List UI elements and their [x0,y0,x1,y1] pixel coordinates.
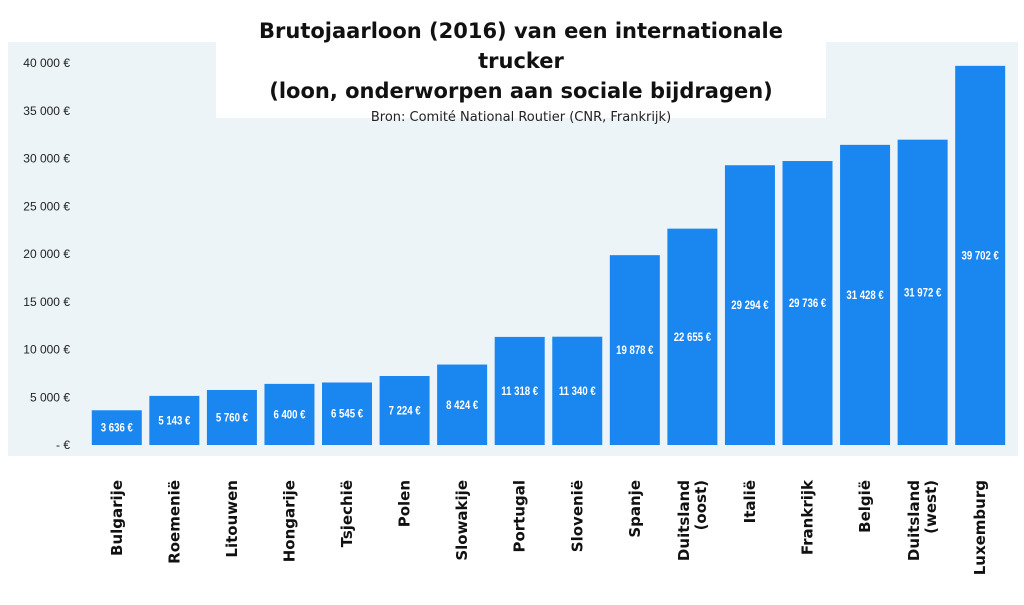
bar-value-label: 31 972 € [904,286,941,299]
bar [379,376,430,445]
y-tick-label: 25 000 € [23,199,70,213]
x-tick-label: Italië [741,480,759,523]
x-tick-label-line: Spanje [626,480,644,538]
bar [897,139,948,445]
x-tick-label: Slowakije [453,480,471,561]
bar-value-label: 29 294 € [731,299,768,312]
x-tick-label: Luxemburg [971,480,989,575]
y-tick-label: 10 000 € [23,343,70,357]
bar [955,65,1006,446]
x-tick-label-line: Italië [741,480,759,523]
bar-value-label: 11 340 € [559,385,596,398]
x-tick-label-line: Hongarije [280,480,298,562]
bar [609,255,660,445]
chart-title-line-2: (loon, onderworpen aan sociale bijdragen… [269,79,773,103]
bar [494,336,545,445]
x-tick-label: Tsjechië [338,480,356,547]
y-tick-label: 30 000 € [23,152,70,166]
x-tick-label-line: Bulgarije [108,480,126,556]
chart-title-line-1: Brutojaarloon (2016) van een internation… [259,19,783,73]
bar [667,228,718,445]
bar [264,383,315,445]
x-tick-label: Hongarije [280,480,298,562]
bar [91,410,142,445]
bar-value-label: 8 424 € [446,399,478,412]
bar [206,389,257,445]
x-tick-label-line: Litouwen [223,480,241,558]
x-tick-label: Spanje [626,480,644,538]
x-tick-label: Portugal [511,480,529,553]
x-tick-label: Polen [396,480,414,527]
y-tick-label: 15 000 € [23,295,70,309]
x-tick-label-line: Portugal [511,480,529,553]
bar-value-label: 3 636 € [101,422,133,435]
bar-value-label: 5 760 € [216,412,248,425]
x-tick-label-line: Slowakije [453,480,471,561]
x-tick-label-line: Tsjechië [338,480,356,547]
bar [782,161,833,446]
bar-value-label: 5 143 € [158,415,190,428]
bar [840,144,891,445]
x-tick-label-line: Duitsland [675,480,693,561]
bar-value-label: 19 878 € [616,344,653,357]
y-tick-label: 40 000 € [23,56,70,70]
chart-source: Bron: Comité National Routier (CNR, Fran… [370,110,672,125]
bar-value-label: 6 400 € [273,409,305,422]
x-tick-label: Duitsland(west) [905,480,940,561]
x-tick-label: Duitsland(oost) [675,480,710,561]
y-tick-label: 5 000 € [30,390,70,404]
y-tick-label: 20 000 € [23,247,70,261]
x-tick-label: Bulgarije [108,480,126,556]
x-tick-label-line: (west) [922,480,940,534]
bar [724,165,775,445]
bar [552,336,603,445]
x-tick-label-line: Polen [396,480,414,527]
x-tick-label: België [856,480,874,533]
x-tick-label-line: Slovenië [568,480,586,552]
bar-value-label: 7 224 € [389,405,421,418]
x-tick-label: Frankrijk [799,479,817,555]
x-tick-label-line: Luxemburg [971,480,989,575]
bar [322,382,373,445]
bar-value-label: 6 545 € [331,408,363,421]
x-tick-label: Litouwen [223,480,241,558]
x-tick-label-line: Duitsland [905,480,923,561]
x-tick-label: Roemenië [165,480,183,564]
bar-value-label: 22 655 € [674,331,711,344]
bar [437,364,488,445]
x-tick-label-line: (oost) [692,480,710,530]
x-tick-label-line: België [856,480,874,533]
bar-value-label: 11 318 € [501,385,538,398]
y-tick-label: - € [56,438,70,452]
bar-value-label: 31 428 € [846,289,883,302]
y-tick-label: 35 000 € [23,104,70,118]
bar [149,395,200,445]
bar-value-label: 39 702 € [962,249,999,262]
title-box: Brutojaarloon (2016) van een internation… [216,8,826,125]
bar-value-label: 29 736 € [789,297,826,310]
x-tick-label-line: Roemenië [165,480,183,564]
x-tick-label: Slovenië [568,480,586,552]
x-tick-label-line: Frankrijk [799,479,817,555]
